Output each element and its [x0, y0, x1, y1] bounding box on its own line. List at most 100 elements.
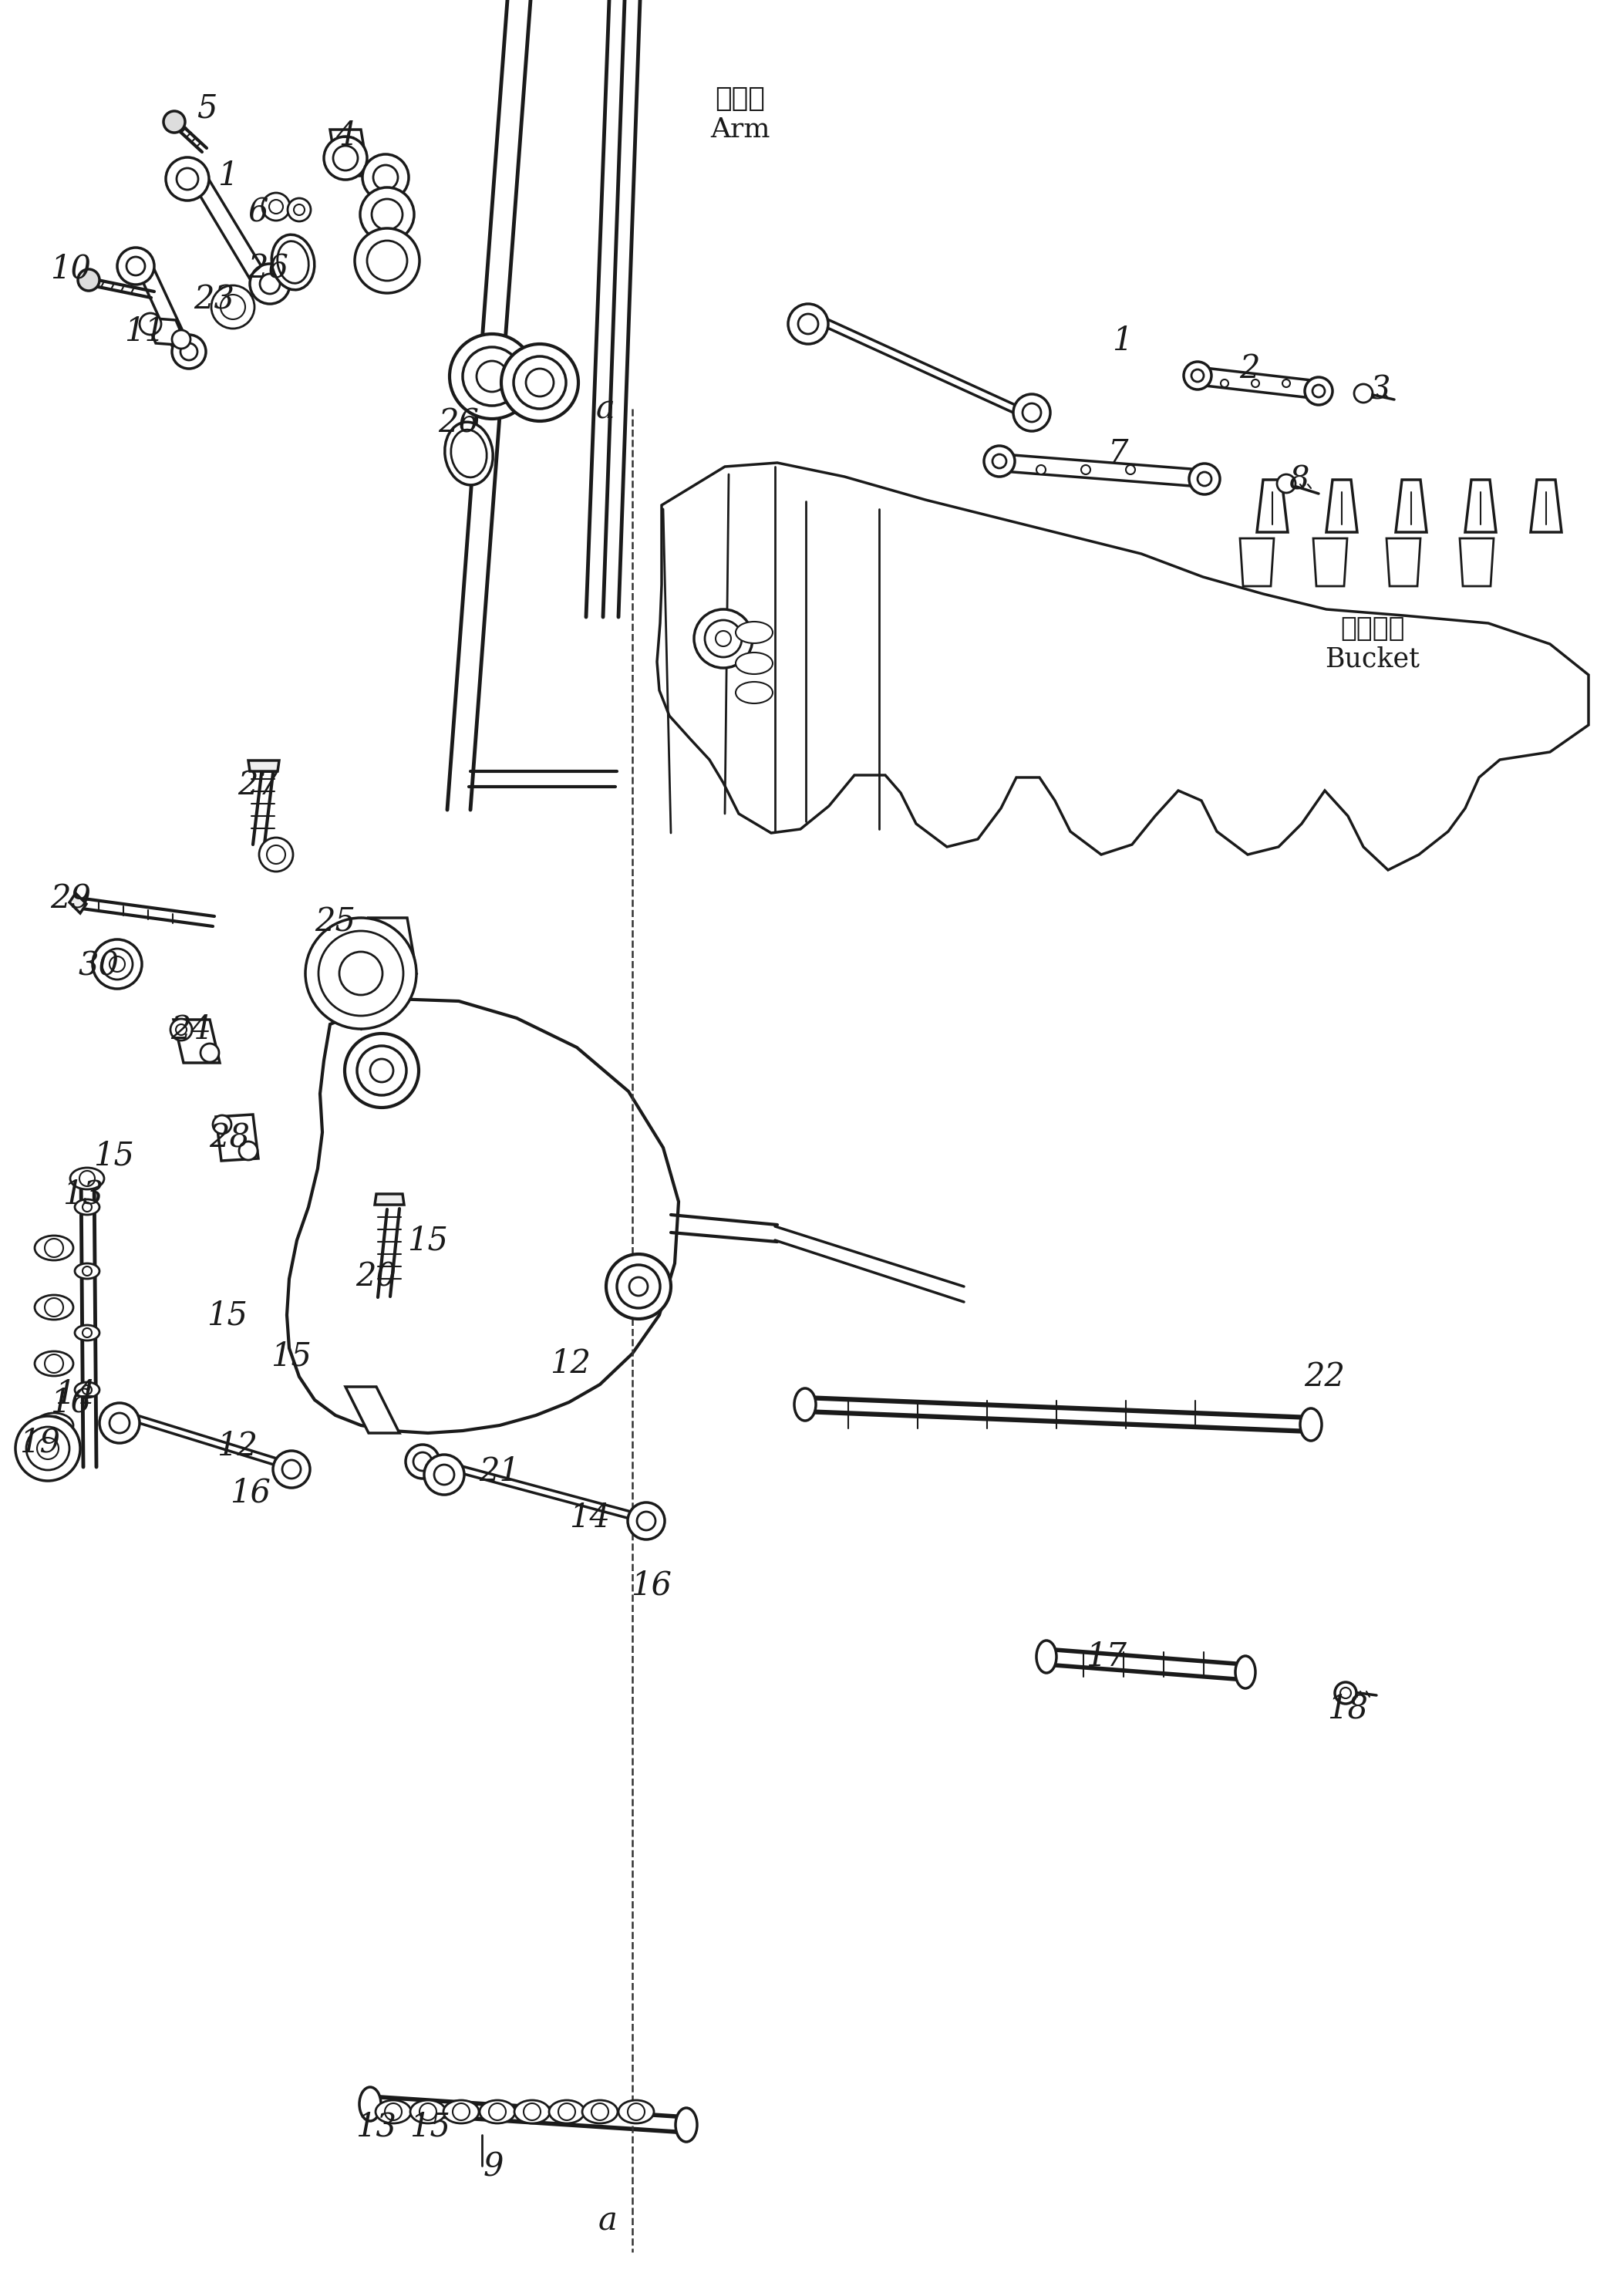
Ellipse shape — [736, 683, 773, 703]
Circle shape — [1252, 379, 1259, 388]
Circle shape — [339, 952, 383, 995]
Text: 29: 29 — [50, 881, 91, 915]
Circle shape — [333, 146, 357, 171]
Circle shape — [294, 205, 305, 215]
Circle shape — [127, 258, 145, 276]
Ellipse shape — [736, 653, 773, 673]
Ellipse shape — [75, 1262, 99, 1278]
Ellipse shape — [443, 2100, 479, 2123]
Text: 27: 27 — [237, 769, 279, 801]
Circle shape — [93, 938, 141, 989]
Polygon shape — [802, 315, 1038, 416]
Text: 12: 12 — [551, 1347, 591, 1379]
Ellipse shape — [271, 235, 315, 290]
Circle shape — [370, 1059, 393, 1082]
Ellipse shape — [34, 1352, 73, 1377]
Text: 16: 16 — [632, 1568, 672, 1600]
Polygon shape — [1531, 479, 1562, 532]
Circle shape — [305, 918, 416, 1030]
Circle shape — [463, 347, 521, 406]
Polygon shape — [114, 1413, 299, 1468]
Circle shape — [164, 112, 185, 132]
Circle shape — [1189, 463, 1220, 495]
Circle shape — [693, 610, 752, 669]
Text: 19: 19 — [19, 1427, 60, 1459]
Text: 20: 20 — [356, 1260, 396, 1292]
Circle shape — [374, 164, 398, 189]
Circle shape — [992, 454, 1007, 468]
Circle shape — [606, 1253, 671, 1320]
Circle shape — [523, 2103, 541, 2121]
Text: 11: 11 — [125, 315, 166, 347]
Circle shape — [273, 1450, 310, 1489]
Ellipse shape — [479, 2100, 515, 2123]
Circle shape — [1184, 361, 1212, 390]
Text: 14: 14 — [570, 1502, 611, 1534]
Text: バケット
Bucket: バケット Bucket — [1325, 616, 1419, 671]
Circle shape — [357, 1046, 406, 1096]
Circle shape — [175, 1025, 187, 1034]
Circle shape — [287, 199, 310, 221]
Ellipse shape — [70, 1167, 104, 1189]
Polygon shape — [1192, 365, 1325, 400]
Circle shape — [716, 630, 731, 646]
Circle shape — [172, 331, 190, 349]
Circle shape — [266, 845, 286, 863]
Circle shape — [99, 1404, 140, 1443]
Circle shape — [414, 1452, 432, 1470]
Polygon shape — [216, 1114, 258, 1160]
Ellipse shape — [75, 1381, 99, 1397]
Circle shape — [502, 345, 578, 420]
Circle shape — [283, 1461, 300, 1479]
Circle shape — [354, 228, 419, 292]
Polygon shape — [174, 1021, 219, 1064]
Circle shape — [434, 1466, 455, 1484]
Circle shape — [1023, 404, 1041, 422]
Polygon shape — [70, 893, 86, 913]
Circle shape — [1082, 466, 1090, 475]
Polygon shape — [1241, 539, 1273, 587]
Circle shape — [83, 1386, 93, 1395]
Circle shape — [559, 2103, 575, 2121]
Circle shape — [1340, 1687, 1351, 1699]
Circle shape — [171, 1018, 192, 1041]
Circle shape — [438, 1463, 453, 1477]
Circle shape — [177, 169, 198, 189]
Circle shape — [453, 2103, 469, 2121]
Text: 24: 24 — [171, 1014, 211, 1046]
Circle shape — [1192, 370, 1203, 381]
Circle shape — [450, 333, 534, 418]
Text: 25: 25 — [315, 906, 356, 938]
Polygon shape — [330, 130, 369, 176]
Circle shape — [261, 192, 291, 221]
Circle shape — [617, 1265, 659, 1308]
Circle shape — [83, 1329, 93, 1338]
Text: 13: 13 — [63, 1178, 104, 1210]
Text: 15: 15 — [206, 1299, 248, 1331]
Text: 15: 15 — [94, 1139, 135, 1171]
Circle shape — [526, 368, 554, 397]
Circle shape — [250, 265, 291, 304]
Circle shape — [37, 1438, 58, 1459]
Text: 2: 2 — [1239, 352, 1260, 386]
Circle shape — [1276, 475, 1296, 493]
Text: 16: 16 — [231, 1477, 271, 1509]
Ellipse shape — [1236, 1655, 1255, 1689]
Ellipse shape — [619, 2100, 654, 2123]
Circle shape — [637, 1511, 656, 1530]
Circle shape — [628, 1502, 664, 1539]
Circle shape — [213, 1116, 231, 1135]
Circle shape — [361, 187, 414, 242]
Text: 13: 13 — [356, 2112, 396, 2144]
Polygon shape — [248, 760, 279, 772]
Text: 22: 22 — [1304, 1361, 1345, 1393]
Circle shape — [419, 2103, 437, 2121]
Polygon shape — [184, 169, 278, 292]
Ellipse shape — [34, 1294, 73, 1320]
Ellipse shape — [736, 621, 773, 644]
Circle shape — [476, 361, 507, 393]
Circle shape — [200, 1043, 219, 1062]
Circle shape — [797, 313, 818, 333]
Circle shape — [591, 2103, 609, 2121]
Circle shape — [1335, 1683, 1356, 1703]
